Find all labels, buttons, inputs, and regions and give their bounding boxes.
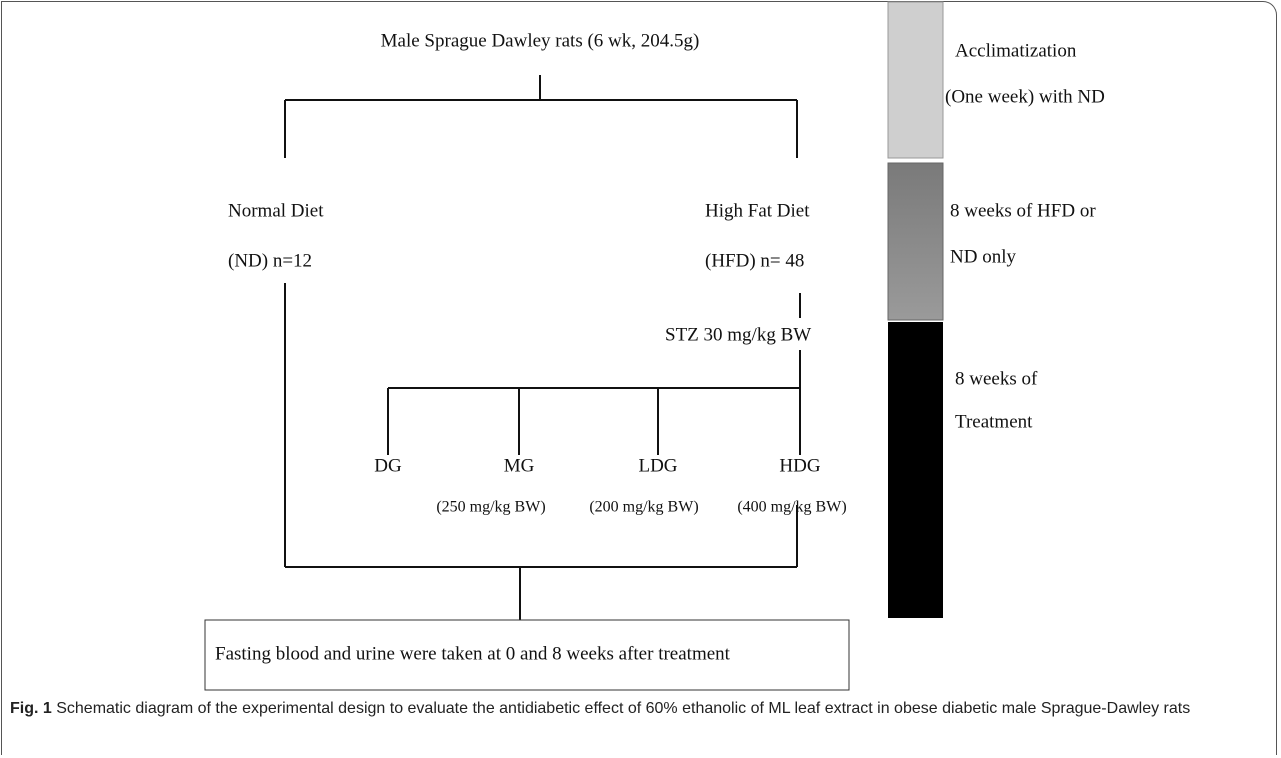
timeline-label: ND only [950, 246, 1016, 267]
caption: Fig. 1 Schematic diagram of the experime… [10, 698, 1260, 720]
timeline-label: Treatment [955, 411, 1033, 432]
subgroup-dose: (400 mg/kg BW) [737, 499, 846, 516]
subgroup-label: HDG [779, 455, 820, 476]
caption-text: Schematic diagram of the experimental de… [56, 700, 1191, 717]
subgroup-label: MG [504, 455, 535, 476]
diagram: Male Sprague Dawley rats (6 wk, 204.5g) … [204, 1, 1105, 691]
induction-label: STZ 30 mg/kg BW [665, 324, 811, 345]
group-detail: (HFD) n= 48 [705, 250, 804, 271]
timeline-bar [888, 322, 943, 618]
timeline-label: Acclimatization [955, 40, 1077, 61]
timeline-bar [887, 162, 944, 321]
subgroup-label: LDG [638, 455, 677, 476]
timeline-bar [887, 1, 944, 159]
timeline-label: 8 weeks of [955, 368, 1038, 389]
subgroup-dose: (200 mg/kg BW) [589, 499, 698, 516]
group-label: High Fat Diet [705, 200, 810, 221]
group-label: Normal Diet [228, 200, 324, 221]
subgroup-label: DG [374, 455, 402, 476]
caption-label: Fig. 1 [10, 700, 52, 717]
timeline-label: (One week) with ND [945, 86, 1105, 107]
outcome-label: Fasting blood and urine were taken at 0 … [215, 643, 731, 664]
root-label: Male Sprague Dawley rats (6 wk, 204.5g) [381, 30, 700, 51]
timeline-label: 8 weeks of HFD or [950, 200, 1096, 221]
subgroup-dose: (250 mg/kg BW) [436, 499, 545, 516]
group-detail: (ND) n=12 [228, 250, 312, 271]
outcome-box [204, 619, 850, 691]
